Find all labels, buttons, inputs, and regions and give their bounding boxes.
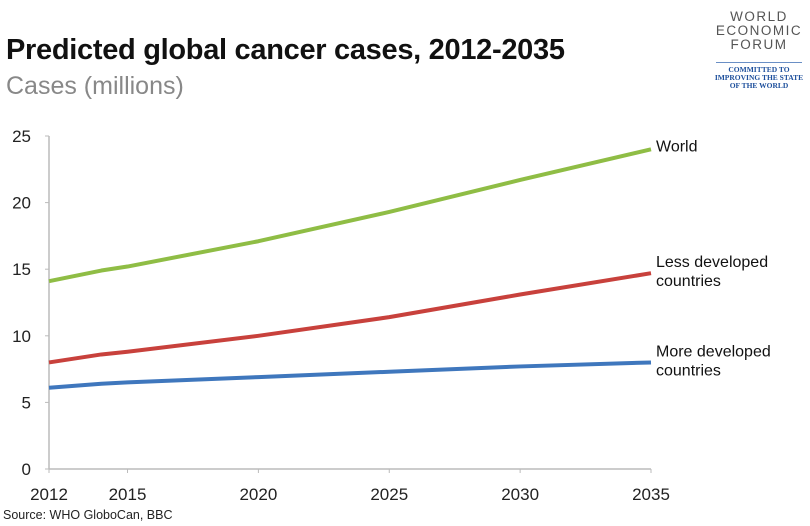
series-line: [48, 271, 652, 365]
logo-tagline: COMMITTED TO: [728, 65, 790, 74]
x-tick-label: 2012: [30, 485, 68, 504]
series-label: Less developed countries: [656, 254, 768, 290]
x-tick-label: 2030: [501, 485, 539, 504]
chart-source: Source: WHO GloboCan, BBC: [3, 508, 173, 522]
y-tick-label: 20: [12, 194, 31, 213]
series-label: World: [656, 138, 698, 155]
y-tick-label: 15: [12, 260, 31, 279]
y-tick-label: 5: [22, 393, 31, 412]
logo-line: WORLD: [730, 9, 788, 24]
logo-line: ECONOMIC: [715, 23, 803, 38]
y-tick-label: 25: [12, 127, 31, 146]
logo-tagline: OF THE WORLD: [729, 81, 789, 90]
x-tick-label: 2020: [239, 485, 277, 504]
wef-logo: WORLD ECONOMIC FORUM COMMITTED TO IMPROV…: [712, 10, 806, 90]
chart-subtitle: Cases (millions): [6, 72, 184, 100]
series-line: [48, 147, 652, 284]
x-tick-label: 2035: [632, 485, 670, 504]
logo-tagline: IMPROVING THE STATE: [714, 73, 804, 82]
y-tick-label: 10: [12, 327, 31, 346]
x-tick-label: 2015: [109, 485, 147, 504]
logo-line: FORUM: [730, 37, 788, 52]
x-tick-label: 2025: [370, 485, 408, 504]
chart-title: Predicted global cancer cases, 2012-2035: [6, 34, 565, 66]
series-line: [48, 360, 652, 390]
y-tick-label: 0: [22, 460, 31, 479]
series-label: More developed countries: [656, 343, 771, 379]
